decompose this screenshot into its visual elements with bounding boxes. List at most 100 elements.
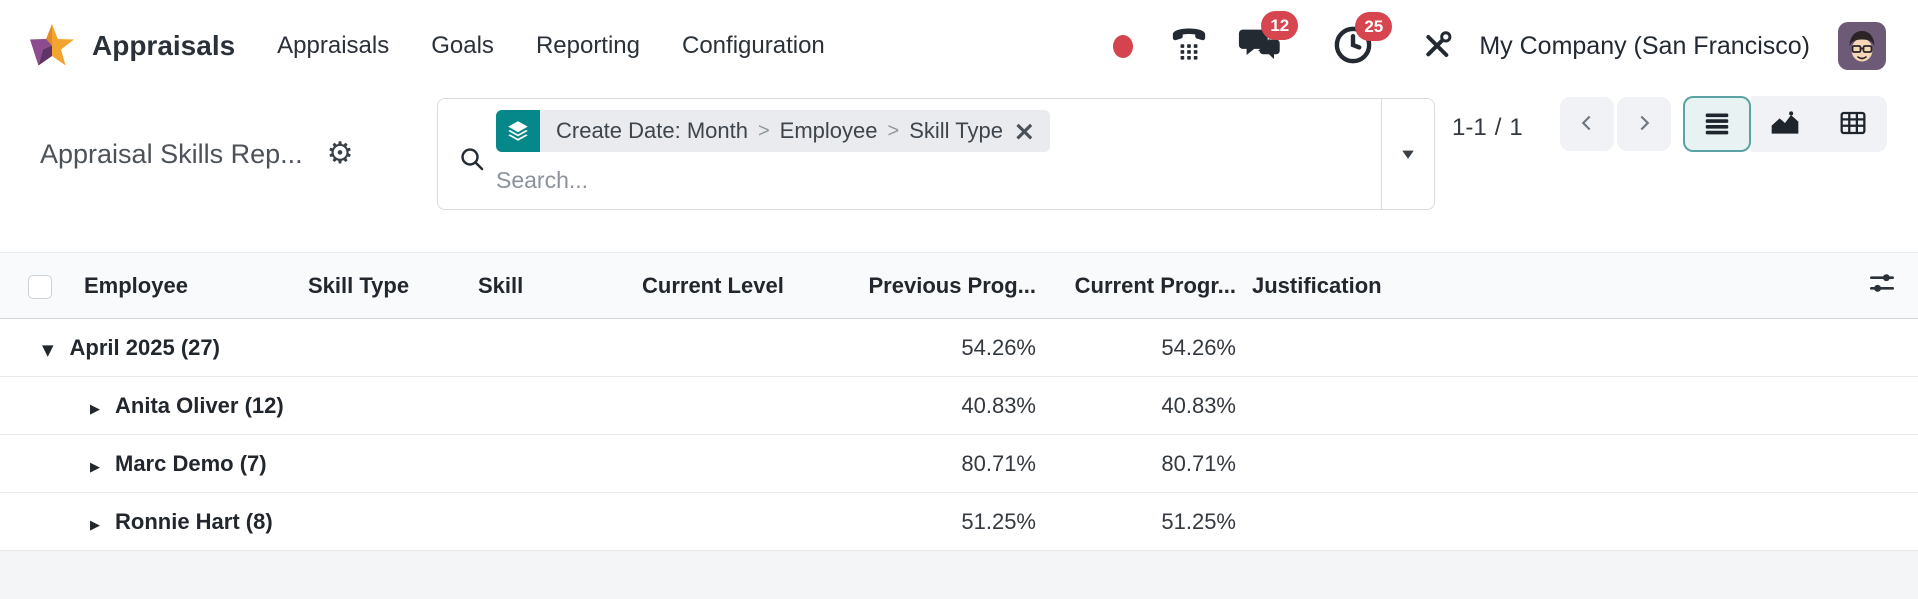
empty-cell	[1244, 319, 1918, 377]
facet-separator: >	[887, 119, 900, 142]
app-brand-title[interactable]: Appraisals	[92, 30, 236, 61]
current-progress-value: 40.83%	[1161, 392, 1236, 418]
column-header-skill-type[interactable]: Skill Type	[300, 252, 470, 319]
previous-progress-value: 80.71%	[961, 450, 1036, 476]
select-all-checkbox[interactable]	[28, 274, 52, 299]
search-bar: Create Date: Month > Employee > Skill Ty…	[437, 98, 1435, 210]
gear-icon: ⚙	[326, 136, 354, 171]
chevron-left-icon	[1574, 110, 1600, 139]
messages-button[interactable]: 12	[1237, 10, 1299, 71]
optional-columns-cell	[1844, 252, 1918, 319]
layers-groupby-icon	[496, 110, 540, 152]
chevron-down-icon: ▼	[1402, 147, 1414, 161]
content-background	[0, 551, 1918, 599]
group-label: Ronnie Hart (8)	[115, 508, 273, 534]
control-panel: Appraisal Skills Rep... ⚙	[0, 92, 1918, 252]
breadcrumb: Appraisal Skills Rep... ⚙	[40, 128, 354, 180]
pager-total: 1	[1509, 114, 1523, 141]
main-menu: Appraisals Goals Reporting Configuration	[277, 32, 825, 60]
empty-cell	[1244, 377, 1918, 435]
caret-right-icon[interactable]: ▶	[90, 401, 100, 417]
column-header-current-progress[interactable]: Current Progr...	[1044, 252, 1244, 319]
appraisals-app-icon[interactable]	[28, 22, 76, 70]
pager-next-button[interactable]	[1617, 97, 1671, 151]
sliders-icon	[1866, 273, 1898, 302]
view-switcher	[1683, 96, 1887, 152]
menu-item-reporting[interactable]: Reporting	[535, 32, 640, 59]
messages-count-badge: 12	[1261, 10, 1299, 40]
previous-progress-value: 54.26%	[961, 334, 1036, 360]
menu-item-goals[interactable]: Goals	[431, 32, 494, 59]
current-progress-value: 80.71%	[1161, 450, 1236, 476]
previous-progress-value: 40.83%	[961, 392, 1036, 418]
facet-group-3: Skill Type	[909, 118, 1003, 143]
group-label: April 2025 (27)	[69, 334, 220, 360]
facet-group-1: Create Date: Month	[556, 118, 748, 143]
groupby-facet: Create Date: Month > Employee > Skill Ty…	[496, 110, 1050, 152]
systray: 12 25	[1113, 10, 1886, 71]
action-gear-button[interactable]: ⚙	[327, 139, 354, 169]
table-header-row: Employee Skill Type Skill Current Level …	[0, 252, 1918, 319]
phone-icon	[1167, 23, 1211, 70]
pager-previous-button[interactable]	[1560, 97, 1614, 151]
caret-down-icon[interactable]: ▼	[42, 340, 54, 359]
select-all-cell	[0, 252, 76, 319]
group-row-marc-demo[interactable]: ▶ Marc Demo (7) 80.71% 80.71%	[0, 434, 1918, 493]
group-label: Marc Demo (7)	[115, 450, 267, 476]
page-title: Appraisal Skills Rep...	[40, 138, 303, 169]
pivot-view-button[interactable]	[1819, 96, 1887, 152]
graph-view-button[interactable]	[1751, 96, 1819, 152]
pager-range: 1-1	[1452, 114, 1487, 141]
group-row-anita-oliver[interactable]: ▶ Anita Oliver (12) 40.83% 40.83%	[0, 376, 1918, 435]
developer-tools-button[interactable]	[1421, 29, 1453, 64]
user-avatar[interactable]	[1838, 22, 1886, 70]
star-logo-icon	[30, 24, 74, 66]
column-header-skill[interactable]: Skill	[470, 252, 634, 319]
chevron-right-icon	[1631, 110, 1657, 139]
navbar-left: Appraisals Appraisals Goals Reporting Co…	[28, 22, 825, 70]
caret-right-icon[interactable]: ▶	[90, 459, 100, 475]
company-switcher[interactable]: My Company (San Francisco)	[1479, 31, 1810, 60]
search-input[interactable]	[496, 159, 916, 201]
voip-phone-button[interactable]	[1167, 23, 1211, 70]
search-icon	[458, 145, 486, 173]
clock-icon	[1331, 23, 1375, 70]
column-header-justification[interactable]: Justification	[1244, 252, 1844, 319]
status-indicator-dot	[1113, 34, 1134, 58]
column-header-previous-progress[interactable]: Previous Prog...	[836, 252, 1044, 319]
list-view-icon	[1702, 108, 1732, 141]
group-row-april-2025[interactable]: ▼ April 2025 (27) 54.26% 54.26%	[0, 318, 1918, 377]
tools-icon	[1421, 29, 1453, 64]
empty-cell	[1244, 435, 1918, 493]
menu-item-appraisals[interactable]: Appraisals	[277, 32, 390, 59]
menu-item-configuration[interactable]: Configuration	[682, 32, 825, 59]
avatar-image	[1838, 22, 1886, 70]
current-progress-value: 51.25%	[1161, 508, 1236, 534]
current-progress-value: 54.26%	[1161, 334, 1236, 360]
close-icon: ×	[1012, 115, 1036, 147]
groupby-facet-label: Create Date: Month > Employee > Skill Ty…	[540, 110, 1050, 152]
group-label: Anita Oliver (12)	[115, 392, 284, 418]
facet-separator: >	[757, 119, 770, 142]
search-options-toggle[interactable]: ▼	[1381, 99, 1434, 209]
skills-report-table: Employee Skill Type Skill Current Level …	[0, 252, 1918, 551]
pivot-grid-icon	[1837, 107, 1869, 142]
activities-count-badge: 25	[1355, 11, 1393, 41]
caret-right-icon[interactable]: ▶	[90, 517, 100, 533]
column-header-employee[interactable]: Employee	[76, 252, 300, 319]
list-view-button[interactable]	[1683, 96, 1751, 152]
list-view: Employee Skill Type Skill Current Level …	[0, 252, 1918, 599]
optional-columns-button[interactable]	[1866, 267, 1898, 302]
area-chart-icon	[1769, 107, 1801, 142]
pager-separator: /	[1494, 114, 1502, 141]
column-header-current-level[interactable]: Current Level	[634, 252, 836, 319]
pager: 1-1 / 1	[1452, 108, 1523, 148]
previous-progress-value: 51.25%	[961, 508, 1036, 534]
activities-button[interactable]: 25	[1331, 11, 1393, 70]
group-row-ronnie-hart[interactable]: ▶ Ronnie Hart (8) 51.25% 51.25%	[0, 492, 1918, 551]
top-navbar: Appraisals Appraisals Goals Reporting Co…	[0, 0, 1918, 92]
facet-remove-button[interactable]: ×	[1013, 118, 1036, 145]
facet-group-2: Employee	[779, 118, 878, 143]
empty-cell	[1244, 493, 1918, 551]
